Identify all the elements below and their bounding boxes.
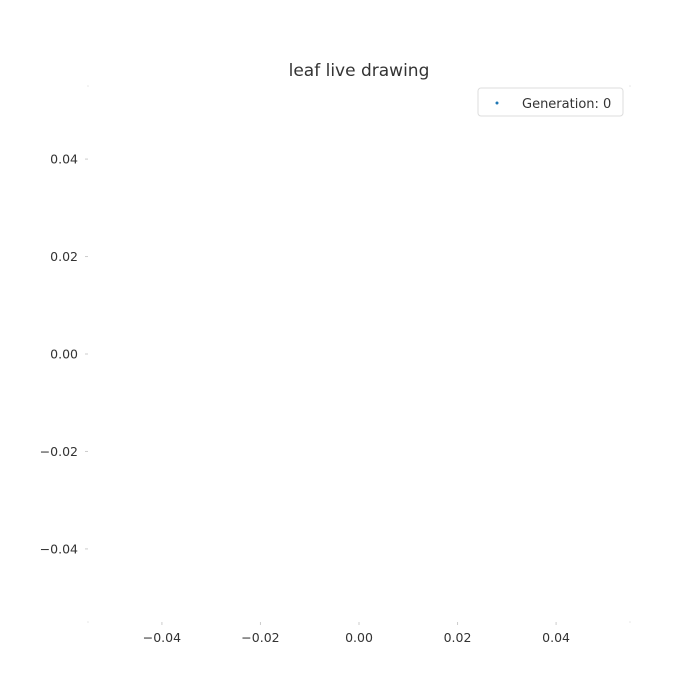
- plot-corner: [87, 85, 89, 87]
- legend: Generation: 0: [477, 87, 624, 117]
- x-tick-label: −0.04: [143, 630, 181, 645]
- x-tick-label: 0.02: [444, 630, 472, 645]
- legend-label: Generation: 0: [522, 97, 611, 112]
- plot-corner: [87, 621, 89, 623]
- y-tick-label: 0.02: [50, 249, 78, 264]
- legend-marker: [495, 101, 499, 105]
- chart-title: leaf live drawing: [289, 61, 430, 81]
- y-tick-label: −0.02: [40, 444, 78, 459]
- legend-box: [477, 87, 624, 117]
- y-tick-label: 0.04: [50, 152, 78, 167]
- plot-corner: [629, 621, 631, 623]
- x-tick-label: 0.04: [542, 630, 570, 645]
- axes: −0.04 −0.02 0.00 0.02 0.04 0.04 0.02 0.00 −0.02 −…: [40, 85, 631, 645]
- y-tick-label: −0.04: [40, 541, 78, 556]
- x-tick-label: 0.00: [345, 630, 373, 645]
- plot-corner: [629, 85, 631, 87]
- y-tick-label: 0.00: [50, 347, 78, 362]
- x-tick-label: −0.02: [241, 630, 279, 645]
